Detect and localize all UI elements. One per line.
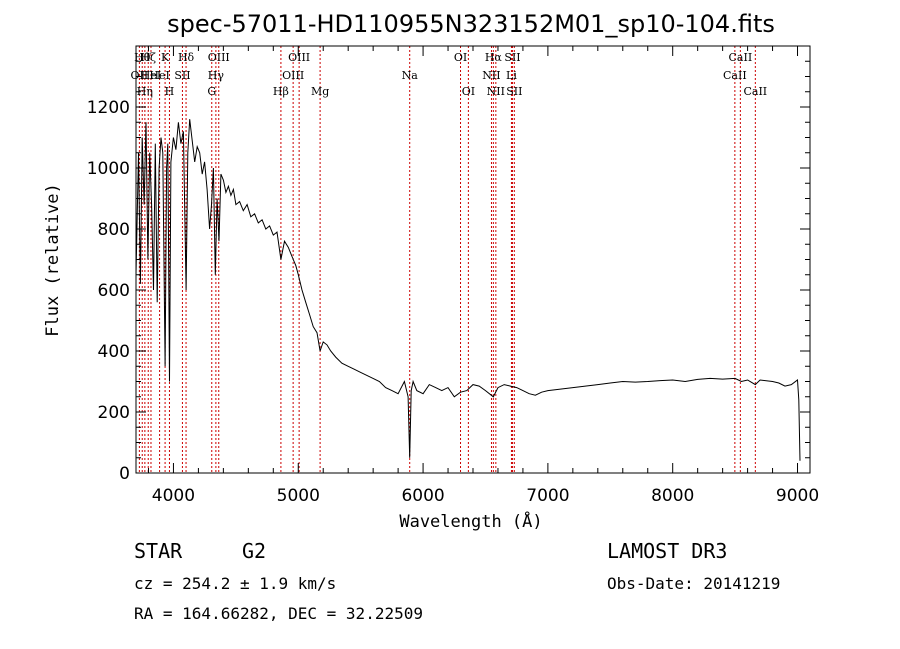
y-tick-label: 0 xyxy=(119,464,130,484)
y-axis-ticks: 0 200 400 600 800 1000 1200 xyxy=(87,60,810,484)
spectral-line-label: OI xyxy=(454,51,467,64)
spectral-line-labels: OIIHθHηHζHeIHeIKHSIIHδGHγOIIIHβOIIIOIIIM… xyxy=(131,51,768,98)
spectrum-series-line xyxy=(135,119,801,461)
object-class-label: STAR xyxy=(134,539,183,563)
spectral-line-label: HeI xyxy=(149,69,169,82)
spectral-line-label: CaII xyxy=(729,51,753,64)
spectral-line-label: CaII xyxy=(743,85,767,98)
x-axis-title: Wavelength (Å) xyxy=(399,510,542,532)
x-tick-label: 5000 xyxy=(277,486,320,506)
y-tick-label: 600 xyxy=(98,281,130,301)
spectral-line-label: SII xyxy=(506,85,522,98)
spectral-line-label: Hδ xyxy=(178,51,195,64)
plot-frame xyxy=(135,45,811,474)
y-tick-label: 400 xyxy=(98,342,130,362)
x-tick-label: 7000 xyxy=(526,486,569,506)
spectral-line-markers xyxy=(138,46,756,473)
spectral-line-label: OIII xyxy=(282,69,304,82)
spectral-line-label: NII xyxy=(482,69,500,82)
spectral-line-label: Hα xyxy=(485,51,503,64)
spectral-line-label: Li xyxy=(506,69,517,82)
y-tick-label: 1000 xyxy=(87,159,130,179)
y-tick-label: 200 xyxy=(98,403,130,423)
y-tick-label: 800 xyxy=(98,220,130,240)
spectral-line-label: H xyxy=(165,85,175,98)
spectral-line-label: G xyxy=(207,85,216,98)
spectral-line-label: OIII xyxy=(288,51,310,64)
coordinates-label: RA = 164.66282, DEC = 32.22509 xyxy=(134,604,423,623)
x-tick-label: 6000 xyxy=(401,486,444,506)
spectral-line-label: Hη xyxy=(137,85,153,98)
obs-date-label: Obs-Date: 20141219 xyxy=(607,574,780,593)
x-tick-label: 4000 xyxy=(152,486,195,506)
spectral-line-label: Mg xyxy=(311,85,329,98)
y-axis-title: Flux (relative) xyxy=(43,183,63,337)
spectral-line-label: OIII xyxy=(208,51,230,64)
x-tick-label: 9000 xyxy=(776,486,819,506)
spectral-line-label: NII xyxy=(487,85,505,98)
spectral-line-label: Hβ xyxy=(273,85,289,98)
spectral-line-label: OI xyxy=(462,85,475,98)
y-tick-label: 1200 xyxy=(87,98,130,118)
subclass-label: G2 xyxy=(242,539,266,563)
chart-title: spec-57011-HD110955N323152M01_sp10-104.f… xyxy=(167,10,775,38)
spectral-line-label: Hγ xyxy=(208,69,225,82)
spectral-line-label: HeI xyxy=(141,69,161,82)
spectral-line-label: OII xyxy=(131,69,149,82)
spectral-line-label: Hζ xyxy=(140,51,156,64)
spectral-line-label: SII xyxy=(504,51,520,64)
x-tick-label: 8000 xyxy=(651,486,694,506)
spectral-line-label: K xyxy=(161,51,170,64)
redshift-label: cz = 254.2 ± 1.9 km/s xyxy=(134,574,336,593)
spectral-line-label: SII xyxy=(174,69,190,82)
x-axis-ticks: 4000 5000 6000 7000 8000 9000 xyxy=(147,46,819,506)
spectral-line-label: Na xyxy=(402,69,419,82)
spectral-line-label: CaII xyxy=(723,69,747,82)
survey-label: LAMOST DR3 xyxy=(607,539,727,563)
